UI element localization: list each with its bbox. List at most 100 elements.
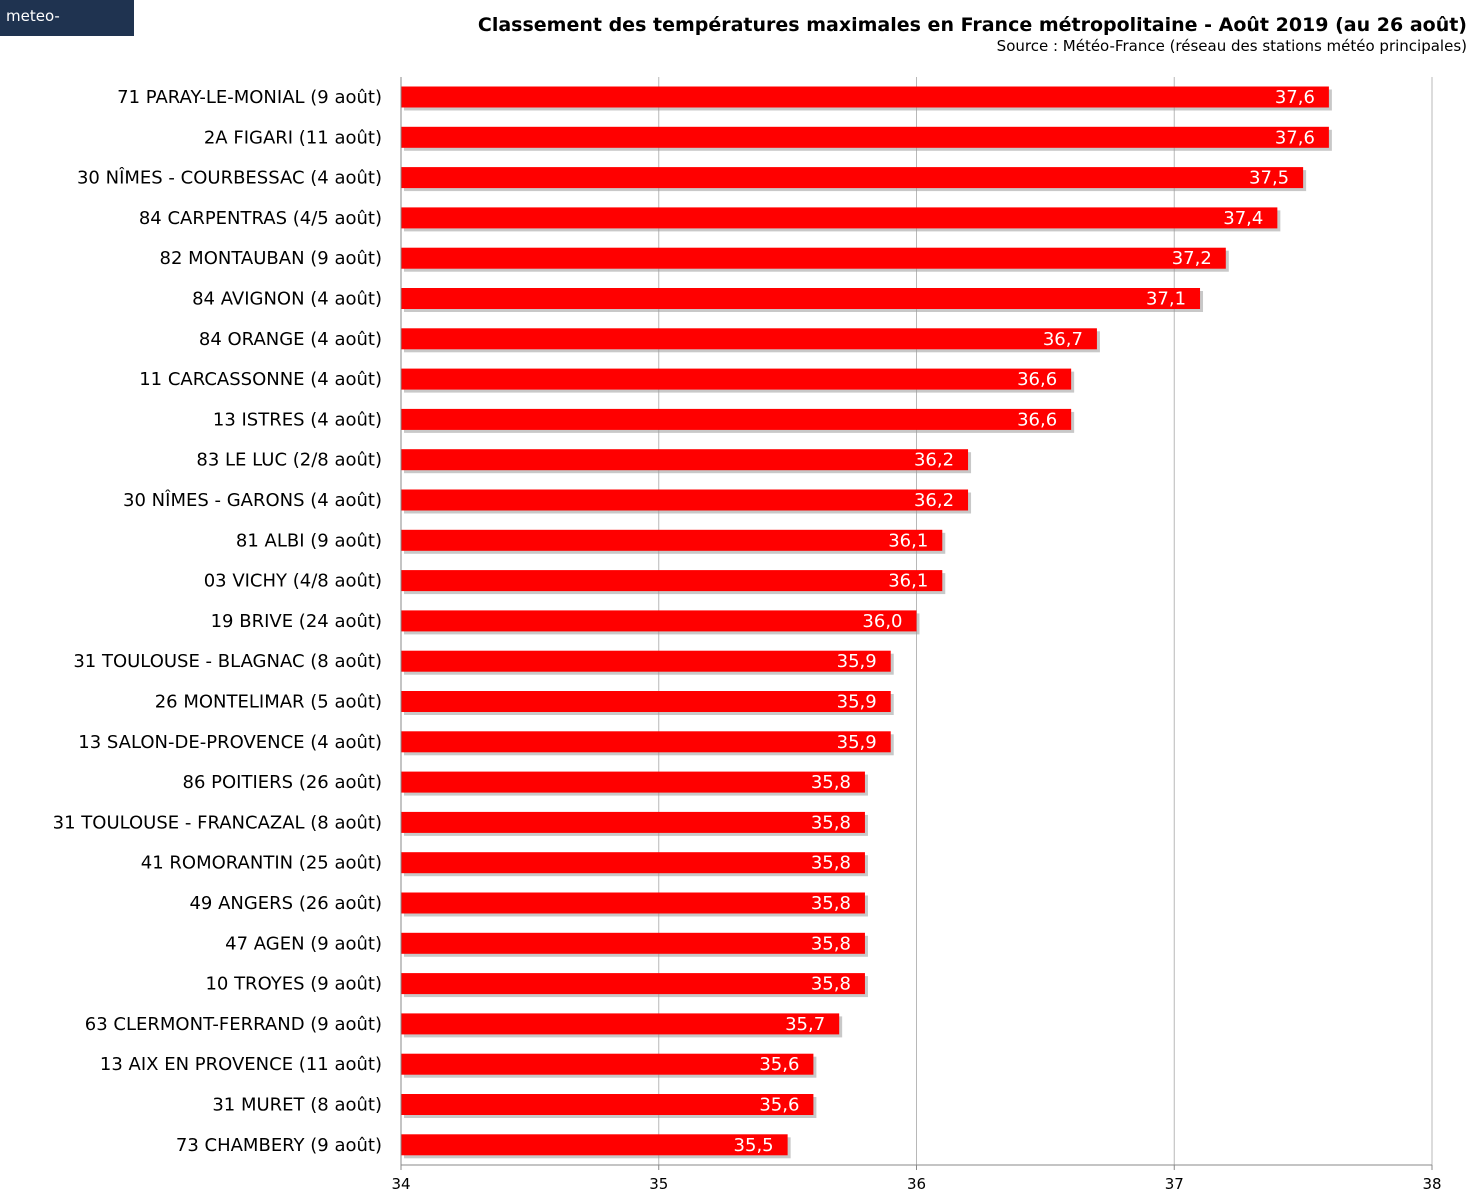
bar [401,1053,814,1075]
value-label: 35,8 [811,853,851,874]
category-label: 31 TOULOUSE - FRANCAZAL (8 août) [53,812,382,833]
value-label: 37,6 [1275,87,1315,108]
bar [401,1134,788,1156]
category-label: 84 AVIGNON (4 août) [192,289,382,310]
chart-subtitle: Source : Météo-France (réseau des statio… [996,37,1467,55]
category-label: 2A FIGARI (11 août) [204,127,382,148]
bar [401,691,891,712]
category-label: 81 ALBI (9 août) [236,530,382,551]
value-label: 35,6 [759,1095,799,1116]
category-label: 47 AGEN (9 août) [225,933,382,954]
value-label: 35,6 [759,1054,799,1075]
bar [401,529,943,551]
category-label: 73 CHAMBERY (9 août) [176,1135,382,1156]
x-axis-ticks: 34 35 36 37 38 [391,1165,1442,1193]
category-label: 86 POITIERS (26 août) [183,772,382,793]
bar [401,126,1329,148]
category-label: 19 BRIVE (24 août) [211,611,382,632]
x-tick-label: 36 [907,1175,926,1193]
value-label: 37,6 [1275,127,1315,148]
value-label: 35,5 [734,1135,774,1156]
bars: 71 PARAY-LE-MONIAL (9 août) 37,62A FIGARI… [53,86,1332,1159]
bar-row: 13 SALON-DE-PROVENCE (4 août) 35,9 [78,731,894,756]
bar-row: 84 AVIGNON (4 août) 37,1 [192,288,1204,312]
bar-row: 49 ANGERS (26 août) 35,8 [189,892,868,917]
bar [401,650,891,672]
category-label: 31 MURET (8 août) [212,1095,382,1116]
bar-row: 73 CHAMBERY (9 août) 35,5 [176,1134,791,1159]
value-label: 37,1 [1146,289,1186,310]
bar-row: 03 VICHY (4/8 août) 36,1 [204,570,946,595]
value-label: 36,2 [914,450,954,471]
value-label: 35,9 [837,651,877,672]
bar [401,610,917,632]
bar [401,408,1072,430]
bar [401,932,865,954]
category-label: 11 CARCASSONNE (4 août) [139,369,382,390]
bar [401,86,1329,108]
value-label: 37,2 [1172,248,1212,269]
bar-row: 83 LE LUC (2/8 août) 36,2 [196,449,972,474]
bar [401,771,865,793]
bar [401,328,1097,350]
category-label: 49 ANGERS (26 août) [189,893,382,914]
chart-title: Classement des températures maximales en… [477,14,1467,36]
bar-row: 30 NÎMES - COURBESSAC (4 août) 37,5 [77,167,1307,192]
bar [401,973,865,995]
bar [401,489,969,511]
bar-row: 13 ISTRES (4 août) 36,6 [213,408,1075,433]
bar-row: 2A FIGARI (11 août) 37,6 [204,126,1332,151]
category-label: 41 ROMORANTIN (25 août) [141,853,382,874]
category-label: 10 TROYES (9 août) [205,974,382,995]
bar-row: 41 ROMORANTIN (25 août) 35,8 [141,852,868,877]
value-label: 35,8 [811,974,851,995]
bar [401,167,1304,189]
category-label: 26 MONTELIMAR (5 août) [155,692,382,713]
value-label: 35,7 [785,1014,825,1035]
value-label: 35,9 [837,732,877,753]
bar-row: 30 NÎMES - GARONS (4 août) 36,2 [123,489,972,514]
bar-row: 31 TOULOUSE - FRANCAZAL (8 août) 35,8 [53,811,868,836]
bar [401,731,891,753]
bar-row: 82 MONTAUBAN (9 août) 37,2 [160,247,1229,272]
bar-row: 63 CLERMONT-FERRAND (9 août) 35,7 [85,1013,843,1038]
bar [401,1094,814,1115]
bar-row: 19 BRIVE (24 août) 36,0 [211,610,920,635]
bar-row: 86 POITIERS (26 août) 35,8 [183,771,868,796]
category-label: 31 TOULOUSE - BLAGNAC (8 août) [73,651,382,672]
value-label: 35,8 [811,933,851,954]
bar [401,852,865,874]
value-label: 36,1 [888,571,928,592]
category-label: 13 ISTRES (4 août) [213,409,382,430]
category-label: 13 AIX EN PROVENCE (11 août) [100,1054,382,1075]
category-label: 82 MONTAUBAN (9 août) [160,248,382,269]
x-tick-label: 35 [649,1175,668,1193]
value-label: 36,6 [1017,409,1057,430]
value-label: 36,6 [1017,369,1057,390]
bar-row: 84 ORANGE (4 août) 36,7 [199,328,1100,353]
bar-row: 31 TOULOUSE - BLAGNAC (8 août) 35,9 [73,650,894,675]
category-label: 30 NÎMES - COURBESSAC (4 août) [77,167,382,189]
bar-row: 11 CARCASSONNE (4 août) 36,6 [139,368,1075,393]
bar-row: 47 AGEN (9 août) 35,8 [225,932,868,957]
value-label: 35,8 [811,893,851,914]
bar [401,247,1226,269]
x-tick-label: 37 [1165,1175,1184,1193]
bar-row: 26 MONTELIMAR (5 août) 35,9 [155,691,894,715]
bar [401,1013,840,1035]
bar-row: 31 MURET (8 août) 35,6 [212,1094,817,1118]
bar-row: 13 AIX EN PROVENCE (11 août) 35,6 [100,1053,817,1078]
category-label: 30 NÎMES - GARONS (4 août) [123,489,382,511]
bar-row: 81 ALBI (9 août) 36,1 [236,529,946,554]
value-label: 36,0 [862,611,902,632]
value-label: 35,9 [837,692,877,713]
category-label: 13 SALON-DE-PROVENCE (4 août) [78,732,382,753]
bar [401,449,969,471]
value-label: 35,8 [811,772,851,793]
bar [401,811,865,833]
bar-row: 84 CARPENTRAS (4/5 août) 37,4 [139,207,1281,232]
bar-row: 10 TROYES (9 août) 35,8 [205,973,868,998]
bar [401,288,1201,309]
category-label: 03 VICHY (4/8 août) [204,571,382,592]
value-label: 35,8 [811,812,851,833]
